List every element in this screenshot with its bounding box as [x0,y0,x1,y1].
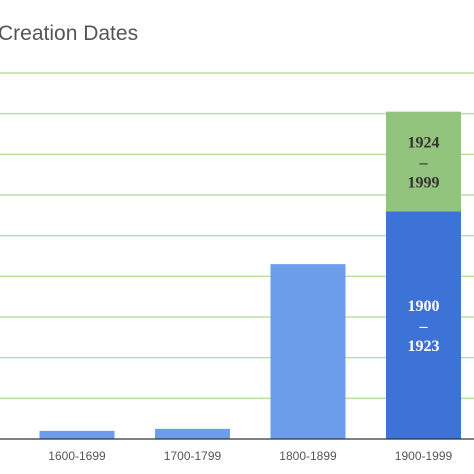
chart-title: Creation Dates [0,22,138,45]
segment-label-line: 1900 [408,298,440,315]
segment-label-line: 1923 [408,338,440,355]
bar-1600-1699 [39,430,115,439]
segment-label: 1900 – 1923 [408,298,440,355]
x-tick-labels: 1600-1699 1700-1799 1800-1899 1900-1999 [48,449,452,463]
segment-label-line: 1924 [408,134,440,151]
x-tick-label: 1600-1699 [48,449,106,463]
bars: 1900 – 1923 1924 – 1999 [39,111,461,439]
segment-label-line: – [419,154,429,171]
gridlines [0,72,474,400]
segment-label-line: 1999 [408,174,440,191]
bar-1800-1899 [270,264,346,439]
bar-1900-1999-segment-1 [386,111,461,212]
x-tick-label: 1900-1999 [395,449,453,463]
bar-1700-1799 [155,428,230,439]
segment-label: 1924 – 1999 [408,134,440,191]
x-tick-label: 1700-1799 [164,449,222,463]
bar-1900-1999-segment-0 [386,211,461,439]
segment-label-line: – [419,318,429,335]
x-tick-label: 1800-1899 [279,449,337,463]
